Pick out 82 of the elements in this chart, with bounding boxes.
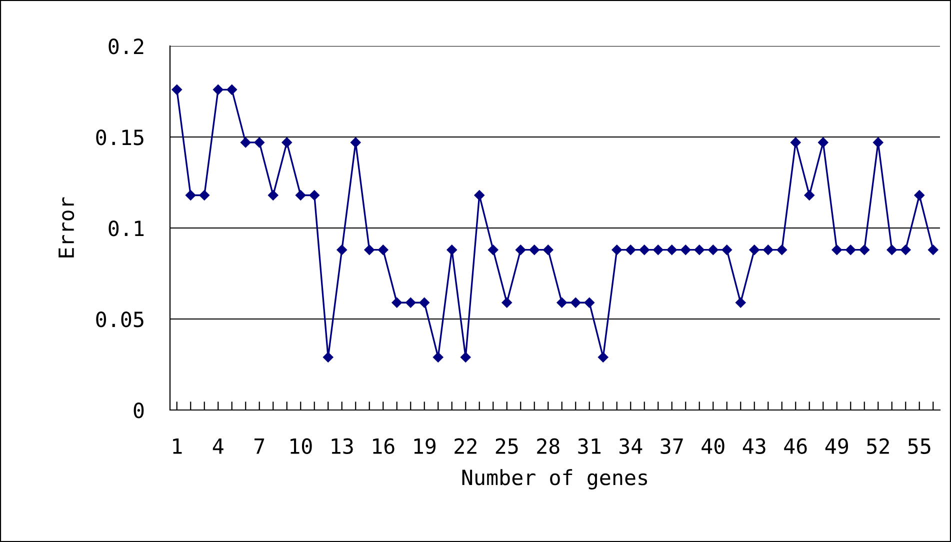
point bbox=[900, 244, 911, 255]
point bbox=[556, 298, 567, 308]
point bbox=[446, 244, 457, 255]
point bbox=[364, 244, 374, 255]
point bbox=[406, 298, 416, 308]
point bbox=[763, 244, 774, 255]
x-tick-label: 22 bbox=[454, 438, 476, 454]
x-tick-label: 10 bbox=[290, 438, 312, 454]
x-axis-title: Number of genes bbox=[462, 469, 648, 490]
y-tick-label: 0.1 bbox=[108, 220, 144, 236]
y-tick-label: 0.05 bbox=[96, 312, 144, 328]
point bbox=[186, 190, 196, 200]
point bbox=[378, 244, 388, 255]
point bbox=[172, 84, 182, 95]
x-tick-label: 37 bbox=[660, 438, 683, 454]
point bbox=[226, 84, 237, 95]
point bbox=[749, 244, 760, 255]
point bbox=[336, 244, 347, 255]
x-tick-label: 43 bbox=[742, 438, 766, 454]
point bbox=[873, 137, 884, 148]
x-tick-label: 34 bbox=[619, 438, 642, 454]
x-tick-label: 1 bbox=[173, 438, 182, 454]
point bbox=[722, 244, 732, 255]
point bbox=[543, 244, 554, 255]
point bbox=[254, 137, 264, 148]
point bbox=[240, 137, 251, 148]
x-tick-label: 55 bbox=[908, 438, 930, 454]
point bbox=[392, 298, 402, 308]
point bbox=[350, 137, 361, 148]
point bbox=[708, 244, 718, 255]
x-tick-label: 7 bbox=[254, 438, 264, 454]
y-tick-label: 0.2 bbox=[108, 38, 144, 54]
x-tick-label: 49 bbox=[825, 438, 848, 454]
x-tick-label: 16 bbox=[373, 438, 394, 454]
x-tick-label: 40 bbox=[702, 438, 724, 454]
y-tick-label: 0.15 bbox=[96, 130, 144, 146]
point bbox=[268, 190, 278, 200]
point bbox=[529, 244, 540, 255]
x-tick-label: 25 bbox=[496, 438, 518, 454]
point bbox=[639, 244, 650, 255]
point bbox=[213, 84, 224, 95]
point bbox=[502, 298, 512, 308]
x-tick-label: 4 bbox=[212, 438, 224, 454]
point bbox=[886, 244, 897, 255]
x-tick-label: 31 bbox=[578, 438, 601, 454]
point bbox=[323, 352, 334, 362]
x-tick-label: 46 bbox=[784, 438, 807, 454]
point bbox=[666, 244, 677, 255]
point bbox=[612, 244, 622, 255]
point bbox=[474, 190, 484, 200]
point bbox=[776, 244, 787, 255]
x-tick-label: 19 bbox=[414, 438, 436, 454]
point bbox=[309, 190, 320, 200]
point bbox=[790, 137, 801, 148]
x-tick-label: 13 bbox=[332, 438, 353, 454]
point bbox=[488, 244, 498, 255]
point bbox=[804, 190, 814, 200]
point bbox=[199, 190, 210, 200]
point bbox=[680, 244, 691, 255]
point bbox=[570, 298, 581, 308]
y-axis-title: Error bbox=[58, 197, 74, 258]
point bbox=[914, 190, 924, 200]
point bbox=[694, 244, 704, 255]
point bbox=[846, 244, 856, 255]
x-tick-label: 52 bbox=[867, 438, 889, 454]
y-tick-label: 0 bbox=[134, 402, 144, 418]
point bbox=[653, 244, 664, 255]
point bbox=[598, 352, 608, 362]
point bbox=[460, 352, 471, 362]
point bbox=[818, 137, 828, 148]
point bbox=[516, 244, 526, 255]
point bbox=[433, 352, 444, 362]
point bbox=[626, 244, 636, 255]
x-tick-label: 28 bbox=[537, 438, 560, 454]
point bbox=[859, 244, 870, 255]
point bbox=[282, 137, 292, 148]
point bbox=[736, 298, 746, 308]
point bbox=[584, 298, 594, 308]
point bbox=[419, 298, 430, 308]
point bbox=[832, 244, 842, 255]
point bbox=[928, 244, 938, 255]
point bbox=[296, 190, 306, 200]
